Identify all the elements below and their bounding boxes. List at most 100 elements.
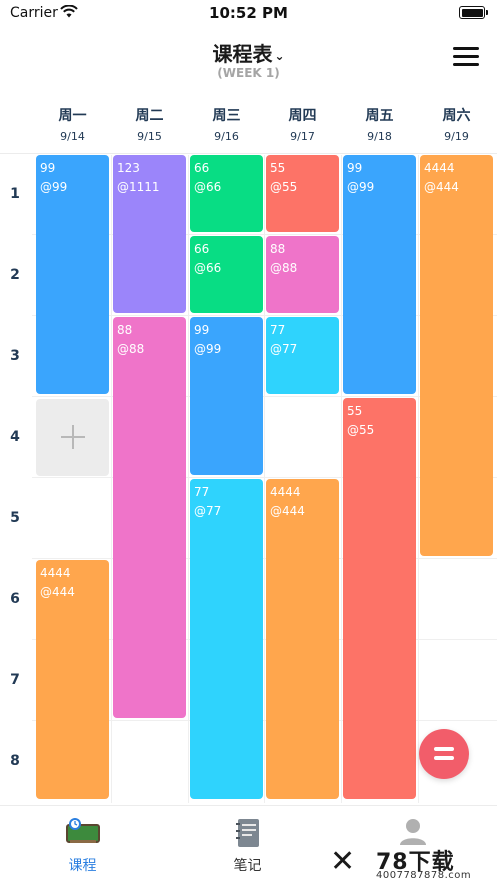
quick-action-button[interactable]	[419, 729, 469, 779]
course-name: 55	[270, 161, 286, 175]
course-card[interactable]: 55 @55	[343, 398, 416, 799]
course-room: @444	[40, 585, 75, 599]
slot-number: 8	[10, 753, 20, 769]
course-name: 66	[194, 242, 210, 256]
course-name: 4444	[424, 161, 455, 175]
notebook-icon	[236, 819, 259, 847]
course-card[interactable]: 88 @88	[266, 236, 339, 313]
user-icon	[400, 819, 426, 845]
battery-icon	[459, 6, 488, 19]
menu-icon[interactable]	[453, 46, 481, 68]
course-room: @88	[117, 342, 145, 356]
grid-col-line	[264, 155, 265, 803]
day-date: 9/18	[367, 130, 392, 143]
header-divider	[0, 153, 497, 154]
grid-col-line	[341, 155, 342, 803]
watermark-x-icon: ✕	[330, 844, 356, 879]
course-name: 99	[347, 161, 363, 175]
day-date: 9/17	[290, 130, 315, 143]
day-name: 周四	[288, 108, 317, 124]
course-name: 66	[194, 161, 210, 175]
day-header: 周一 9/14	[34, 105, 111, 143]
day-date: 9/16	[214, 130, 239, 143]
grid-col-line	[188, 155, 189, 803]
carrier-label: Carrier	[10, 5, 58, 21]
course-card[interactable]: 77 @77	[266, 317, 339, 394]
course-card[interactable]: 55 @55	[266, 155, 339, 232]
course-room: @55	[270, 180, 298, 194]
course-name: 123	[117, 161, 140, 175]
grid-col-line	[111, 155, 112, 803]
watermark-title: 78下载	[376, 850, 455, 875]
course-room: @77	[194, 504, 222, 518]
day-date: 9/15	[137, 130, 162, 143]
day-name: 周二	[135, 108, 164, 124]
course-room: @66	[194, 261, 222, 275]
course-card[interactable]: 99 @99	[343, 155, 416, 394]
course-name: 88	[117, 323, 133, 337]
chevron-down-icon: ⌄	[274, 48, 285, 63]
course-name: 77	[194, 485, 210, 499]
tab-profile[interactable]	[330, 806, 495, 884]
course-card[interactable]: 4444 @444	[266, 479, 339, 799]
day-date: 9/14	[60, 130, 85, 143]
slot-number: 1	[10, 186, 20, 202]
course-room: @444	[424, 180, 459, 194]
course-room: @1111	[117, 180, 160, 194]
tab-notes-label: 笔记	[233, 858, 262, 874]
slot-number: 6	[10, 591, 20, 607]
tab-courses[interactable]: 课程	[0, 806, 165, 884]
watermark-url: 4007787878.com	[376, 870, 472, 881]
tab-courses-label: 课程	[68, 858, 97, 874]
course-card[interactable]: 99 @99	[36, 155, 109, 394]
course-name: 4444	[40, 566, 71, 580]
course-name: 77	[270, 323, 286, 337]
course-room: @99	[194, 342, 222, 356]
course-card[interactable]: 4444 @444	[420, 155, 493, 556]
course-card[interactable]: 66 @66	[190, 236, 263, 313]
status-time: 10:52 PM	[209, 4, 288, 22]
tab-bar: 课程 笔记	[0, 805, 497, 884]
slot-number: 5	[10, 510, 20, 526]
course-room: @55	[347, 423, 375, 437]
course-name: 99	[194, 323, 210, 337]
day-name: 周五	[365, 108, 394, 124]
blackboard-icon	[66, 818, 100, 843]
week-label: (WEEK 1)	[217, 66, 280, 80]
course-card[interactable]: 88 @88	[113, 317, 186, 718]
day-header: 周五 9/18	[341, 105, 418, 143]
tab-notes[interactable]: 笔记	[165, 806, 330, 884]
course-room: @99	[40, 180, 68, 194]
slot-number: 7	[10, 672, 20, 688]
day-date: 9/19	[444, 130, 469, 143]
grid-col-line	[418, 155, 419, 803]
course-card[interactable]: 123 @1111	[113, 155, 186, 313]
page-title: 课程表	[212, 42, 273, 66]
course-card[interactable]: 99 @99	[190, 317, 263, 475]
course-room: @99	[347, 180, 375, 194]
course-card[interactable]: 4444 @444	[36, 560, 109, 799]
slot-number: 4	[10, 429, 20, 445]
course-name: 99	[40, 161, 56, 175]
day-header: 周四 9/17	[264, 105, 341, 143]
course-name: 55	[347, 404, 363, 418]
course-room: @88	[270, 261, 298, 275]
nav-bar: 课程表 ⌄ (WEEK 1)	[0, 30, 497, 90]
day-name: 周三	[212, 108, 241, 124]
day-name: 周六	[442, 108, 471, 124]
watermark-logo: ✕ 78下载 4007787878.com	[330, 842, 495, 882]
add-course-button[interactable]	[36, 399, 109, 476]
day-name: 周一	[58, 108, 87, 124]
status-bar: Carrier 10:52 PM	[0, 0, 497, 28]
week-selector[interactable]: 课程表 ⌄	[0, 38, 497, 67]
course-room: @66	[194, 180, 222, 194]
course-card[interactable]: 77 @77	[190, 479, 263, 799]
wifi-icon	[60, 5, 78, 18]
course-name: 88	[270, 242, 286, 256]
course-name: 4444	[270, 485, 301, 499]
course-room: @444	[270, 504, 305, 518]
course-card[interactable]: 66 @66	[190, 155, 263, 232]
slot-number: 3	[10, 348, 20, 364]
day-header: 周六 9/19	[418, 105, 495, 143]
course-room: @77	[270, 342, 298, 356]
